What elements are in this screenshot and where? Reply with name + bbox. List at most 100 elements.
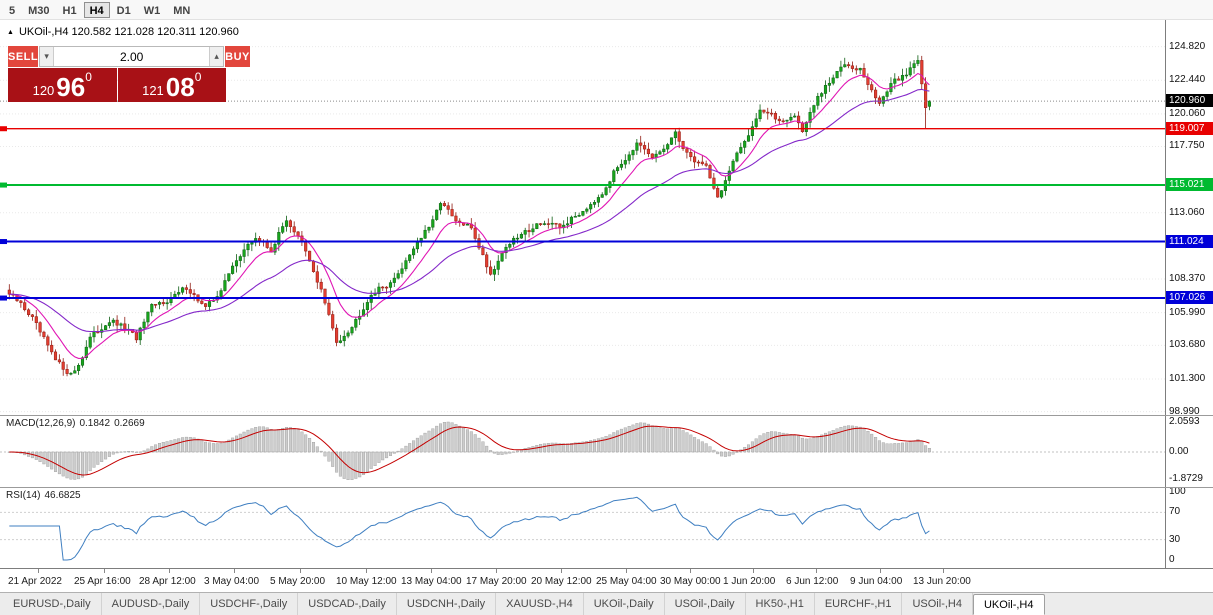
price-axis-label-box: 119.007 xyxy=(1166,121,1213,135)
macd-indicator-label: MACD(12,26,9) 0.1842 0.2669 xyxy=(6,418,149,429)
time-axis-tick xyxy=(943,569,944,573)
time-axis-label: 5 May 20:00 xyxy=(270,576,326,587)
one-click-trade-panel: SELL ▾ ▴ BUY 120 96 0 121 08 0 xyxy=(8,46,250,102)
price-axis-tick: 122.440 xyxy=(1169,74,1206,86)
timeframe-toolbar: 5 M30 H1 H4 D1 W1 MN xyxy=(0,0,1213,20)
rsi-indicator-label: RSI(14) 46.6825 xyxy=(6,490,85,501)
time-axis-tick xyxy=(561,569,562,573)
time-axis-label: 1 Jun 20:00 xyxy=(723,576,776,587)
timeframe-button-mn[interactable]: MN xyxy=(173,4,191,17)
symbol-marker-icon: ▲ xyxy=(7,28,14,36)
time-axis-label: 9 Jun 04:00 xyxy=(850,576,903,587)
time-axis-tick xyxy=(753,569,754,573)
rsi-axis-tick: 100 xyxy=(1169,486,1186,497)
timeframe-button-5[interactable]: 5 xyxy=(9,4,16,17)
panel-divider-rsi[interactable] xyxy=(0,487,1213,488)
rsi-axis-tick: 30 xyxy=(1169,533,1181,545)
price-axis-label-box: 107.026 xyxy=(1166,291,1213,305)
panel-divider-macd[interactable] xyxy=(0,415,1213,416)
rsi-value: 46.6825 xyxy=(44,490,81,501)
price-axis-tick: 103.680 xyxy=(1169,339,1206,351)
timeframe-button-m30[interactable]: M30 xyxy=(28,4,50,17)
chart-canvas[interactable] xyxy=(0,20,1165,568)
macd-signal-value: 0.2669 xyxy=(114,418,145,429)
price-axis-tick: 124.820 xyxy=(1169,40,1206,52)
time-axis-label: 30 May 00:00 xyxy=(660,576,721,587)
time-axis-label: 20 May 12:00 xyxy=(531,576,592,587)
sell-price-bigfigure: 120 xyxy=(32,83,55,98)
macd-histogram xyxy=(7,421,931,480)
time-axis-tick xyxy=(169,569,170,573)
rsi-line xyxy=(9,496,930,561)
macd-signal-line xyxy=(9,425,930,476)
hline-handle[interactable] xyxy=(0,295,7,301)
price-axis-tick: 113.060 xyxy=(1169,206,1205,218)
hline-handle[interactable] xyxy=(0,126,7,132)
price-axis-label-box: 111.024 xyxy=(1166,234,1213,248)
time-axis-label: 13 May 04:00 xyxy=(401,576,462,587)
time-axis-label: 3 May 04:00 xyxy=(204,576,260,587)
time-axis-label: 25 May 04:00 xyxy=(596,576,657,587)
time-axis-tick xyxy=(626,569,627,573)
time-axis-tick xyxy=(234,569,235,573)
sell-button[interactable]: SELL xyxy=(8,46,39,67)
time-axis-tick xyxy=(816,569,817,573)
buy-button[interactable]: BUY xyxy=(225,46,250,67)
chart-tab-usdcnhdaily[interactable]: USDCNH-,Daily xyxy=(397,593,497,615)
volume-decrease-button[interactable]: ▾ xyxy=(40,47,55,66)
chart-tab-audusddaily[interactable]: AUDUSD-,Daily xyxy=(102,593,201,615)
symbol-info: ▲ UKOil-,H4 120.582 121.028 120.311 120.… xyxy=(7,26,239,38)
hline-handle[interactable] xyxy=(0,239,7,245)
time-axis-label: 17 May 20:00 xyxy=(466,576,527,587)
chart-tab-eurusddaily[interactable]: EURUSD-,Daily xyxy=(3,593,102,615)
time-axis-tick xyxy=(431,569,432,573)
chart-tab-usoilh4[interactable]: USOil-,H4 xyxy=(902,593,973,615)
symbol-ohlc-text: UKOil-,H4 120.582 121.028 120.311 120.96… xyxy=(18,26,239,38)
chart-tab-hk50h1[interactable]: HK50-,H1 xyxy=(746,593,815,615)
volume-increase-button[interactable]: ▴ xyxy=(209,47,224,66)
time-axis-tick xyxy=(690,569,691,573)
timeframe-button-w1[interactable]: W1 xyxy=(143,4,161,17)
chart-tab-ukoildaily[interactable]: UKOil-,Daily xyxy=(584,593,665,615)
timeframe-button-h1[interactable]: H1 xyxy=(62,4,77,17)
time-axis: 21 Apr 2022 25 Apr 16:00 28 Apr 12:00 3 May… xyxy=(0,568,1213,592)
timeframe-button-d1[interactable]: D1 xyxy=(116,4,131,17)
chart-tab-usdchfdaily[interactable]: USDCHF-,Daily xyxy=(200,593,299,615)
price-axis-tick: 105.990 xyxy=(1169,306,1206,318)
time-axis-label: 28 Apr 12:00 xyxy=(139,576,196,587)
chart-tab-ukoilh4[interactable]: UKOil-,H4 xyxy=(972,594,1045,615)
hline-handle[interactable] xyxy=(0,182,7,188)
chart-tab-xauusdh4[interactable]: XAUUSD-,H4 xyxy=(496,593,584,615)
time-axis-tick xyxy=(880,569,881,573)
price-axis-tick: 120.060 xyxy=(1169,107,1206,119)
rsi-name: RSI(14) xyxy=(6,490,41,501)
timeframe-button-h4[interactable]: H4 xyxy=(83,1,110,18)
price-axis: 124.820 122.440 120.060 117.750 113.060 108.3… xyxy=(1165,20,1213,568)
macd-name: MACD(12,26,9) xyxy=(6,418,76,429)
time-axis-tick xyxy=(38,569,39,573)
sell-price-pips: 96 xyxy=(56,72,86,102)
macd-value: 0.1842 xyxy=(79,418,111,429)
ma-fast-line xyxy=(9,72,930,359)
price-axis-tick: 108.370 xyxy=(1169,273,1206,285)
chart-tab-usoildaily[interactable]: USOil-,Daily xyxy=(665,593,746,615)
time-axis-label: 6 Jun 12:00 xyxy=(786,576,839,587)
price-axis-tick: 98.990 xyxy=(1169,405,1200,417)
time-axis-label: 21 Apr 2022 xyxy=(8,576,62,587)
sell-price-display[interactable]: 120 96 0 xyxy=(8,68,117,102)
ma-slow-line xyxy=(9,88,930,333)
price-axis-tick: 117.750 xyxy=(1169,140,1205,152)
macd-axis-tick: -1.8729 xyxy=(1169,473,1203,485)
buy-price-fraction: 0 xyxy=(194,70,202,84)
chart-tab-eurchfh1[interactable]: EURCHF-,H1 xyxy=(815,593,903,615)
chart-tab-usdcaddaily[interactable]: USDCAD-,Daily xyxy=(298,593,397,615)
buy-price-display[interactable]: 121 08 0 xyxy=(117,68,226,102)
time-axis-tick xyxy=(496,569,497,573)
time-axis-tick xyxy=(104,569,105,573)
time-axis-label: 10 May 12:00 xyxy=(336,576,397,587)
price-axis-label-box: 115.021 xyxy=(1166,178,1213,192)
volume-input[interactable] xyxy=(54,47,210,66)
time-axis-tick xyxy=(366,569,367,573)
sell-price-fraction: 0 xyxy=(85,70,92,84)
buy-price-pips: 08 xyxy=(165,72,195,102)
